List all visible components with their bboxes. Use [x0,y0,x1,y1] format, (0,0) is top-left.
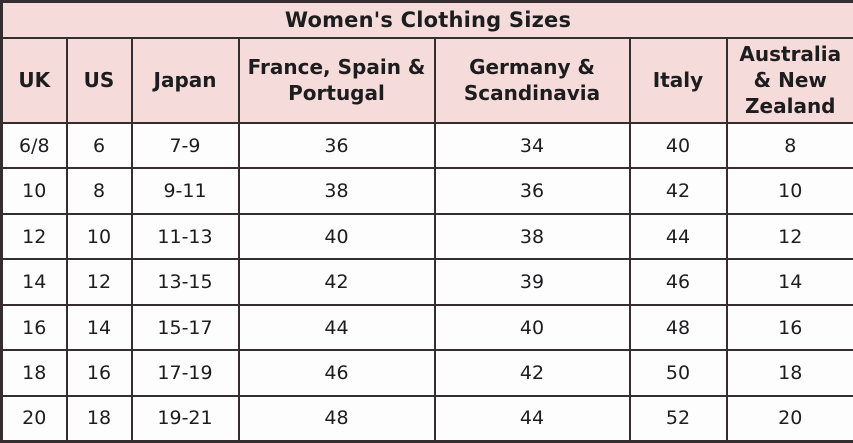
cell-us: 16 [65,349,133,397]
cell-italy: 42 [628,167,728,215]
cell-japan: 13-15 [130,258,240,306]
column-header-us: US [65,36,133,124]
cell-uk: 6/8 [0,121,68,170]
column-header-uk: UK [0,36,68,124]
table-row: 16 14 15-17 44 40 48 16 [0,303,853,352]
cell-australia: 20 [725,394,853,443]
cell-germany: 40 [433,303,631,352]
cell-germany: 44 [433,394,631,443]
cell-japan: 17-19 [130,349,240,397]
column-header-italy: Italy [628,36,728,124]
cell-us: 6 [65,121,133,170]
cell-uk: 18 [0,349,68,397]
cell-france: 46 [237,349,436,397]
cell-australia: 12 [725,212,853,261]
cell-germany: 36 [433,167,631,215]
table-title: Women's Clothing Sizes [0,0,853,39]
cell-us: 18 [65,394,133,443]
cell-france: 36 [237,121,436,170]
cell-germany: 42 [433,349,631,397]
cell-uk: 10 [0,167,68,215]
cell-france: 40 [237,212,436,261]
cell-italy: 44 [628,212,728,261]
cell-us: 8 [65,167,133,215]
cell-uk: 12 [0,212,68,261]
cell-italy: 40 [628,121,728,170]
cell-japan: 19-21 [130,394,240,443]
cell-australia: 14 [725,258,853,306]
column-header-japan: Japan [130,36,240,124]
table-row: 12 10 11-13 40 38 44 12 [0,212,853,261]
table-row: 6/8 6 7-9 36 34 40 8 [0,121,853,170]
table-row: 10 8 9-11 38 36 42 10 [0,167,853,215]
cell-uk: 14 [0,258,68,306]
cell-france: 42 [237,258,436,306]
table-row: 18 16 17-19 46 42 50 18 [0,349,853,397]
cell-uk: 16 [0,303,68,352]
table-title-row: Women's Clothing Sizes [0,0,853,39]
table-header-row: UK US Japan France, Spain & Portugal Ger… [0,36,853,124]
column-header-australia-new-zealand: Australia & New Zealand [725,36,853,124]
column-header-france-spain-portugal: France, Spain & Portugal [237,36,436,124]
cell-france: 44 [237,303,436,352]
cell-australia: 8 [725,121,853,170]
cell-japan: 9-11 [130,167,240,215]
cell-germany: 39 [433,258,631,306]
cell-france: 38 [237,167,436,215]
cell-germany: 38 [433,212,631,261]
cell-japan: 11-13 [130,212,240,261]
cell-us: 12 [65,258,133,306]
cell-japan: 7-9 [130,121,240,170]
cell-france: 48 [237,394,436,443]
cell-italy: 48 [628,303,728,352]
column-header-germany-scandinavia: Germany & Scandinavia [433,36,631,124]
table-row: 20 18 19-21 48 44 52 20 [0,394,853,443]
cell-australia: 18 [725,349,853,397]
cell-italy: 46 [628,258,728,306]
cell-uk: 20 [0,394,68,443]
cell-us: 10 [65,212,133,261]
cell-japan: 15-17 [130,303,240,352]
cell-italy: 50 [628,349,728,397]
cell-germany: 34 [433,121,631,170]
cell-us: 14 [65,303,133,352]
table-row: 14 12 13-15 42 39 46 14 [0,258,853,306]
cell-australia: 16 [725,303,853,352]
cell-australia: 10 [725,167,853,215]
cell-italy: 52 [628,394,728,443]
